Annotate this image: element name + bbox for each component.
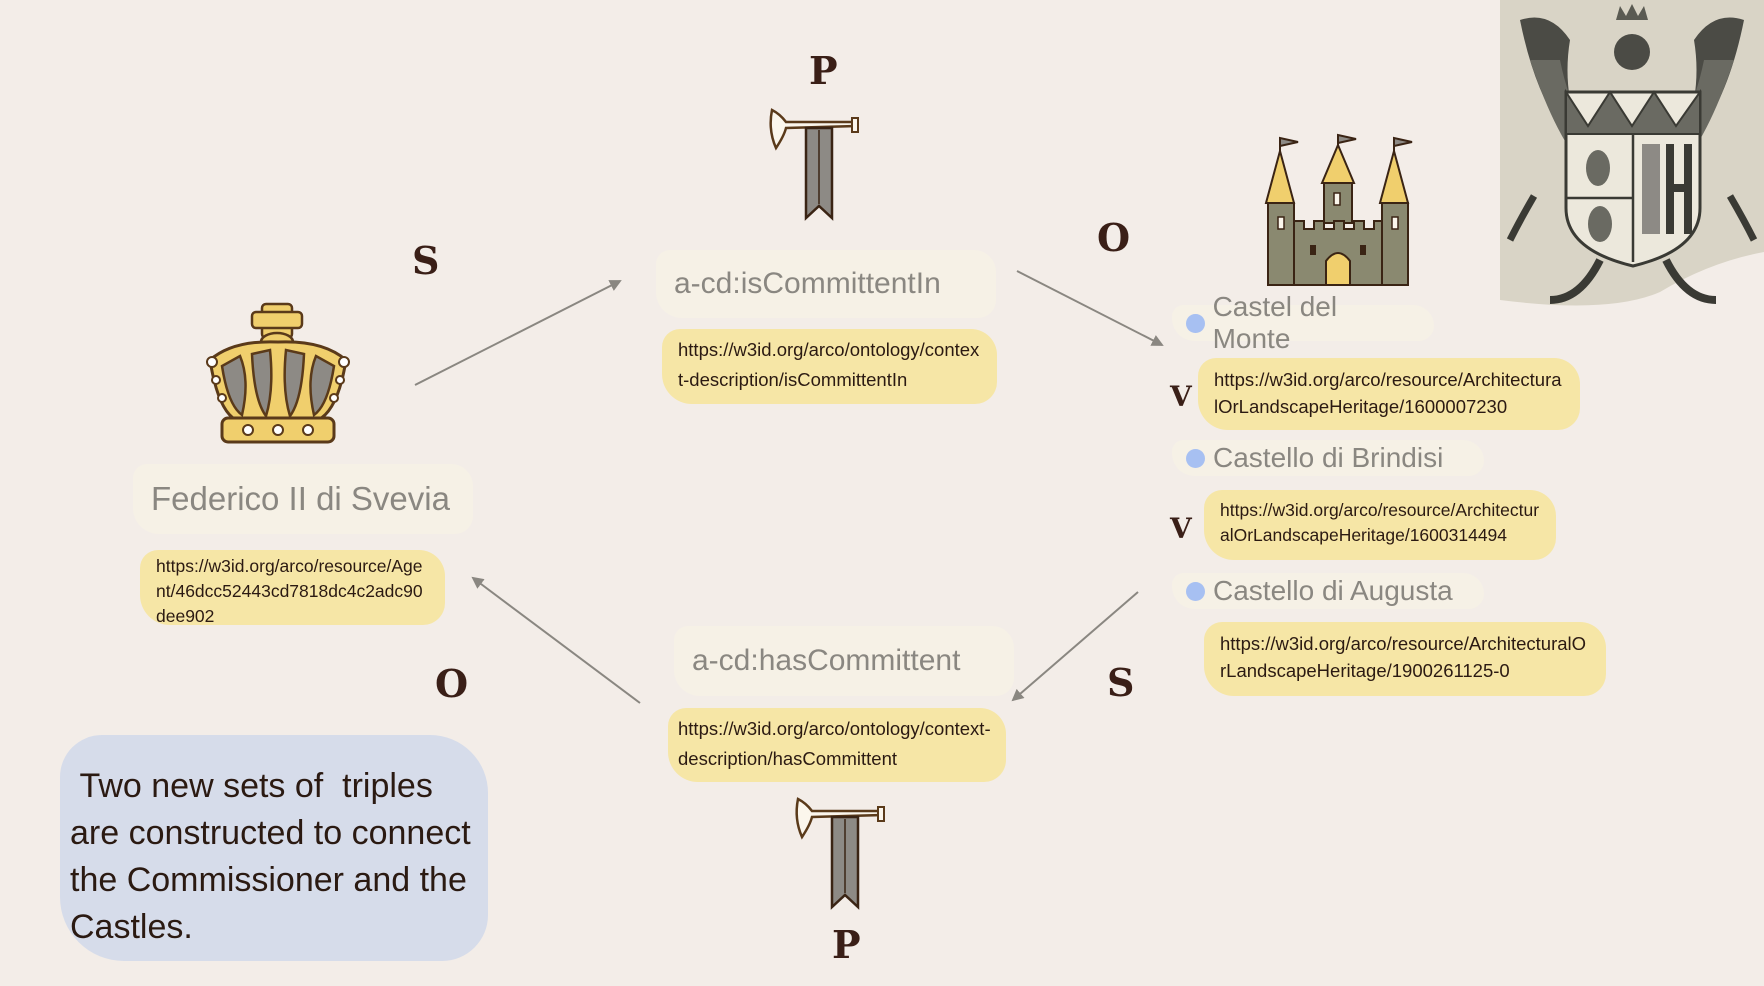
arrow-predicate-top-to-castles (1016, 270, 1164, 346)
predicate-top-url[interactable]: https://w3id.org/arco/ontology/context-d… (662, 329, 997, 404)
letter-o-top-right: O (1097, 215, 1131, 260)
crown-icon (206, 302, 350, 444)
predicate-top-label: a-cd:isCommittentIn (656, 250, 996, 318)
castle-url-castello-di-augusta[interactable]: https://w3id.org/arco/resource/Architect… (1204, 622, 1606, 696)
trumpet-banner-icon (795, 797, 885, 910)
bullet-icon (1186, 313, 1205, 333)
bullet-icon (1186, 448, 1205, 468)
castle-url-castel-del-monte[interactable]: https://w3id.org/arco/resource/Architect… (1198, 358, 1580, 430)
trumpet-banner-icon (769, 108, 859, 221)
letter-s-left: S (412, 238, 440, 283)
predicate-bottom-url[interactable]: https://w3id.org/arco/ontology/context-d… (668, 708, 1006, 782)
subject-url[interactable]: https://w3id.org/arco/resource/Agent/46d… (140, 550, 445, 626)
castle-name-text: Castello di Augusta (1213, 575, 1453, 606)
castle-name-castello-di-augusta: Castello di Augusta (1172, 573, 1484, 609)
castle-name-text: Castello di Brindisi (1213, 442, 1444, 473)
arrow-subject-to-predicate-top (414, 280, 622, 386)
arrow-castles-to-predicate-bottom (1011, 591, 1139, 702)
arrow-predicate-bottom-to-subject (471, 576, 641, 704)
letter-p-top: P (809, 48, 838, 93)
castle-name-castello-di-brindisi: Castello di Brindisi (1172, 440, 1484, 476)
note-box: Two new sets of triples are constructed … (60, 735, 488, 961)
castle-name-text: Castel del Monte (1212, 291, 1338, 354)
letter-o-bottom-left: O (435, 661, 469, 706)
castle-url-castello-di-brindisi[interactable]: https://w3id.org/arco/resource/Architect… (1204, 490, 1556, 560)
castle-icon (1264, 133, 1413, 286)
castle-name-castel-del-monte: Castel del Monte (1172, 291, 1434, 354)
letter-p-bottom: P (832, 922, 861, 967)
subject-label: Federico II di Svevia (133, 464, 473, 534)
bullet-icon (1186, 581, 1205, 601)
coat-of-arms-eagle-icon (1500, 0, 1764, 306)
predicate-bottom-label: a-cd:hasCommittent (674, 626, 1014, 696)
letter-v-1: V (1170, 380, 1192, 413)
letter-s-bottom-right: S (1107, 660, 1135, 705)
note-text: Two new sets of triples are constructed … (70, 767, 481, 946)
letter-v-2: V (1170, 512, 1192, 545)
